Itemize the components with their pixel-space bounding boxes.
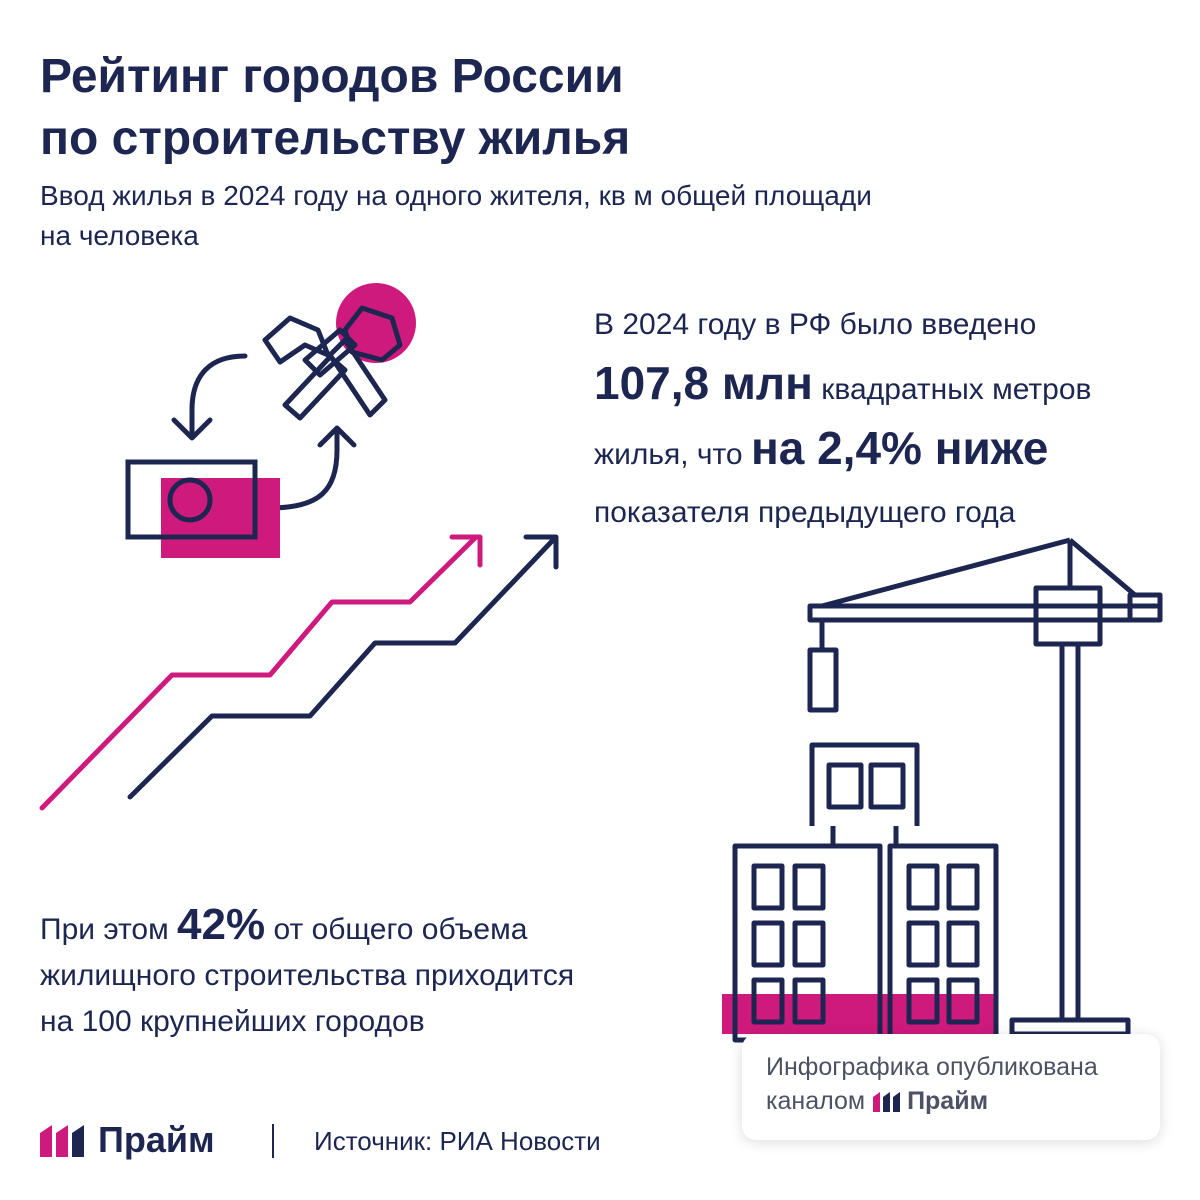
cycle-arrow-icon xyxy=(171,353,357,511)
badge-brand-mark-icon xyxy=(873,1092,901,1112)
share-percent: 42% xyxy=(177,900,266,949)
stat-line-2: 107,8 млн квадратных метров xyxy=(594,354,1194,419)
share-suffix: от общего объема xyxy=(273,913,528,946)
badge-line-1: Инфографика опубликована xyxy=(766,1053,1098,1081)
growth-arrow-icon xyxy=(39,534,559,811)
volume-value: 107,8 млн xyxy=(594,357,813,409)
stat-line-3-prefix: жилья, что xyxy=(594,438,743,471)
footer-divider xyxy=(272,1124,274,1158)
title-line-1: Рейтинг городов России xyxy=(40,50,624,103)
brand-logo: Прайм xyxy=(40,1119,215,1160)
money-icon xyxy=(125,459,280,558)
share-line-2: жилищного строительства приходится xyxy=(40,959,575,992)
share-prefix: При этом xyxy=(40,913,169,946)
source-note: Источник: РИА Новости xyxy=(314,1126,601,1156)
badge-brand-name: Прайм xyxy=(907,1087,989,1115)
share-line-3: на 100 крупнейших городов xyxy=(40,1005,425,1038)
badge-line-2: каналом Прайм xyxy=(766,1084,1136,1118)
brand-name: Прайм xyxy=(98,1119,215,1160)
stat-line-3: жилья, что на 2,4% ниже xyxy=(594,419,1194,484)
hammer-icon xyxy=(262,283,416,421)
volume-suffix: квадратных метров xyxy=(821,373,1092,406)
stat-line-1: В 2024 году в РФ было введено xyxy=(594,308,1037,341)
badge-brand-logo: Прайм xyxy=(873,1084,988,1118)
subtitle-line-1: Ввод жилья в 2024 году на одного жителя,… xyxy=(40,180,872,211)
decline-value: на 2,4% ниже xyxy=(750,422,1049,474)
building-icon xyxy=(722,742,999,1043)
page-subtitle: Ввод жилья в 2024 году на одного жителя,… xyxy=(40,176,1100,256)
housing-volume-statement: В 2024 году в РФ было введено 107,8 млн … xyxy=(594,296,1194,542)
publication-badge: Инфографика опубликована каналом Прайм xyxy=(742,1034,1160,1140)
title-line-2: по строительству жилья xyxy=(40,112,631,165)
page-title: Рейтинг городов России по строительству … xyxy=(40,46,940,170)
share-line-1: При этом 42% от общего объема xyxy=(40,902,740,953)
stat-line-4: показателя предыдущего года xyxy=(594,496,1016,529)
cities-share-statement: При этом 42% от общего объема жилищного … xyxy=(40,902,740,1045)
brand-mark-icon xyxy=(40,1125,84,1157)
badge-line-2-prefix: каналом xyxy=(766,1087,866,1115)
subtitle-line-2: на человека xyxy=(40,220,199,251)
